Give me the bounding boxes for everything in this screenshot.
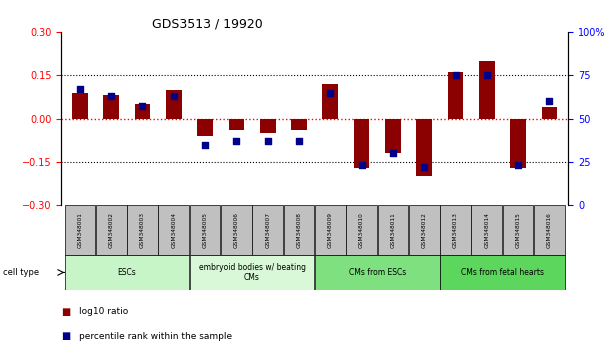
Text: ■: ■ <box>61 331 70 341</box>
Text: cell type: cell type <box>3 268 39 277</box>
Bar <box>190 255 314 290</box>
Text: GSM348002: GSM348002 <box>109 212 114 248</box>
Point <box>137 104 147 109</box>
Point <box>263 138 273 144</box>
Text: GSM348015: GSM348015 <box>516 212 521 248</box>
Text: embryoid bodies w/ beating
CMs: embryoid bodies w/ beating CMs <box>199 263 306 282</box>
Bar <box>409 205 439 255</box>
Point <box>513 162 523 168</box>
Bar <box>260 119 276 133</box>
Point <box>451 73 461 78</box>
Point <box>388 150 398 156</box>
Bar <box>291 119 307 130</box>
Point <box>357 162 367 168</box>
Bar <box>134 104 150 119</box>
Text: ESCs: ESCs <box>117 268 136 277</box>
Bar <box>252 205 283 255</box>
Bar <box>417 119 432 176</box>
Text: GSM348006: GSM348006 <box>234 212 239 248</box>
Bar <box>158 205 189 255</box>
Bar <box>72 93 88 119</box>
Text: GSM348005: GSM348005 <box>203 212 208 248</box>
Text: percentile rank within the sample: percentile rank within the sample <box>79 332 233 341</box>
Bar <box>440 205 471 255</box>
Bar <box>221 205 252 255</box>
Bar <box>440 255 565 290</box>
Text: GSM348012: GSM348012 <box>422 212 426 248</box>
Text: ■: ■ <box>61 307 70 316</box>
Point <box>106 93 116 99</box>
Point <box>326 90 335 96</box>
Bar <box>378 205 408 255</box>
Point <box>544 98 554 104</box>
Bar <box>315 255 439 290</box>
Bar <box>103 96 119 119</box>
Bar <box>229 119 244 130</box>
Text: GSM348013: GSM348013 <box>453 212 458 248</box>
Point <box>294 138 304 144</box>
Text: GSM348016: GSM348016 <box>547 212 552 248</box>
Bar <box>190 205 221 255</box>
Bar <box>284 205 314 255</box>
Bar <box>541 107 557 119</box>
Text: GSM348004: GSM348004 <box>171 212 177 248</box>
Text: GSM348003: GSM348003 <box>140 212 145 248</box>
Bar <box>448 72 463 119</box>
Bar <box>503 205 533 255</box>
Point <box>482 73 492 78</box>
Text: log10 ratio: log10 ratio <box>79 307 129 316</box>
Point <box>200 142 210 147</box>
Bar <box>166 90 181 119</box>
Text: GSM348011: GSM348011 <box>390 212 395 248</box>
Bar <box>510 119 526 168</box>
Text: GSM348007: GSM348007 <box>265 212 270 248</box>
Bar <box>354 119 370 168</box>
Bar <box>534 205 565 255</box>
Text: GSM348008: GSM348008 <box>296 212 301 248</box>
Bar <box>472 205 502 255</box>
Bar <box>197 119 213 136</box>
Text: CMs from fetal hearts: CMs from fetal hearts <box>461 268 544 277</box>
Point <box>75 86 85 92</box>
Point <box>169 93 178 99</box>
Text: GSM348001: GSM348001 <box>78 212 82 248</box>
Bar <box>385 119 401 153</box>
Bar <box>346 205 377 255</box>
Bar <box>96 205 126 255</box>
Text: GDS3513 / 19920: GDS3513 / 19920 <box>152 18 263 31</box>
Point <box>232 138 241 144</box>
Bar <box>323 84 338 119</box>
Bar <box>479 61 495 119</box>
Text: CMs from ESCs: CMs from ESCs <box>349 268 406 277</box>
Bar <box>315 205 346 255</box>
Point <box>419 164 429 170</box>
Bar <box>65 255 189 290</box>
Text: GSM348010: GSM348010 <box>359 212 364 248</box>
Text: GSM348014: GSM348014 <box>485 212 489 248</box>
Text: GSM348009: GSM348009 <box>328 212 333 248</box>
Bar <box>65 205 95 255</box>
Bar <box>127 205 158 255</box>
